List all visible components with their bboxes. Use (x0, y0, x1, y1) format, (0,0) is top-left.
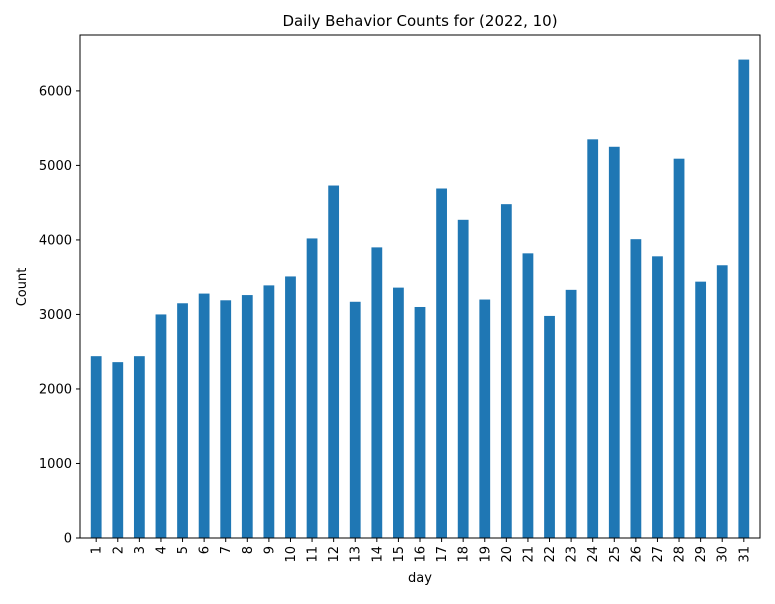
x-axis: 1 2 3 4 5 6 7 8 9 10 11 12 13 14 15 16 17 18 19 20 21 22 23 24 2… (90, 538, 752, 563)
x-tick-label: 12 (327, 546, 342, 563)
bar-day-3 (133, 356, 145, 538)
bar-day-15 (393, 287, 404, 538)
chart-title: Daily Behavior Counts for (2022, 10) (282, 12, 557, 30)
x-tick-label: 30 (716, 546, 731, 563)
x-tick-label: 25 (608, 546, 623, 563)
bar-day-13 (349, 301, 361, 538)
bar-day-17 (436, 188, 447, 538)
x-tick-label: 22 (543, 546, 558, 563)
bar-day-9 (263, 285, 275, 538)
x-tick-label: 27 (651, 546, 666, 563)
bar-day-16 (414, 306, 426, 538)
y-tick-label: 4000 (39, 233, 72, 248)
x-tick-label: 1 (90, 546, 105, 554)
bar-day-19 (479, 299, 491, 538)
x-tick-label: 9 (262, 546, 277, 554)
bar-day-31 (738, 59, 750, 539)
bar-day-21 (522, 253, 534, 538)
x-tick-label: 21 (521, 546, 536, 563)
y-tick-label: 0 (64, 532, 72, 547)
bar-day-10 (285, 276, 296, 538)
y-axis: 0 1000 2000 3000 4000 5000 6000 (39, 84, 80, 547)
bar-day-11 (306, 238, 318, 538)
bar-day-30 (716, 265, 728, 538)
bar-day-26 (630, 239, 642, 538)
bar-day-14 (371, 247, 383, 538)
x-tick-label: 18 (457, 546, 472, 563)
x-tick-label: 5 (176, 546, 191, 554)
x-tick-label: 16 (414, 546, 429, 563)
bar-day-22 (544, 315, 555, 538)
bar-day-29 (695, 281, 707, 538)
x-tick-label: 11 (306, 546, 321, 563)
x-axis-label: day (408, 571, 432, 586)
x-tick-label: 8 (241, 546, 256, 554)
bars-layer (90, 59, 750, 539)
bar-day-28 (673, 158, 685, 538)
bar-day-24 (587, 139, 599, 538)
bar-day-25 (608, 146, 620, 538)
x-tick-label: 10 (284, 546, 299, 563)
y-axis-label: Count (15, 268, 30, 307)
bar-day-12 (328, 185, 340, 538)
bar-day-4 (155, 314, 167, 538)
x-tick-label: 20 (500, 546, 515, 563)
x-tick-label: 3 (133, 546, 148, 554)
x-tick-label: 13 (349, 546, 364, 563)
bar-day-2 (112, 362, 124, 538)
y-tick-label: 1000 (39, 457, 72, 472)
x-tick-label: 2 (111, 546, 126, 554)
x-tick-label: 6 (198, 546, 213, 554)
bar-day-7 (220, 300, 232, 538)
bar-day-6 (198, 293, 210, 538)
x-tick-label: 24 (586, 546, 601, 563)
x-tick-label: 26 (629, 546, 644, 563)
bar-day-1 (90, 356, 102, 538)
x-tick-label: 4 (154, 546, 169, 554)
x-tick-label: 23 (565, 546, 580, 563)
bar-day-8 (241, 295, 253, 538)
bar-day-18 (457, 219, 469, 538)
x-tick-label: 7 (219, 546, 234, 554)
y-tick-label: 2000 (39, 382, 72, 397)
y-tick-label: 6000 (39, 84, 72, 99)
bar-day-5 (177, 303, 188, 538)
x-tick-label: 15 (392, 546, 407, 563)
bar-day-23 (565, 289, 577, 538)
x-tick-label: 31 (737, 546, 752, 563)
x-tick-label: 19 (478, 546, 493, 563)
y-tick-label: 5000 (39, 159, 72, 174)
bar-day-27 (652, 256, 663, 538)
x-tick-label: 29 (694, 546, 709, 563)
x-tick-label: 28 (673, 546, 688, 563)
x-tick-label: 14 (370, 546, 385, 563)
x-tick-label: 17 (435, 546, 450, 563)
y-tick-label: 3000 (39, 308, 72, 323)
plot-frame (79, 34, 761, 539)
bar-day-20 (500, 204, 512, 538)
